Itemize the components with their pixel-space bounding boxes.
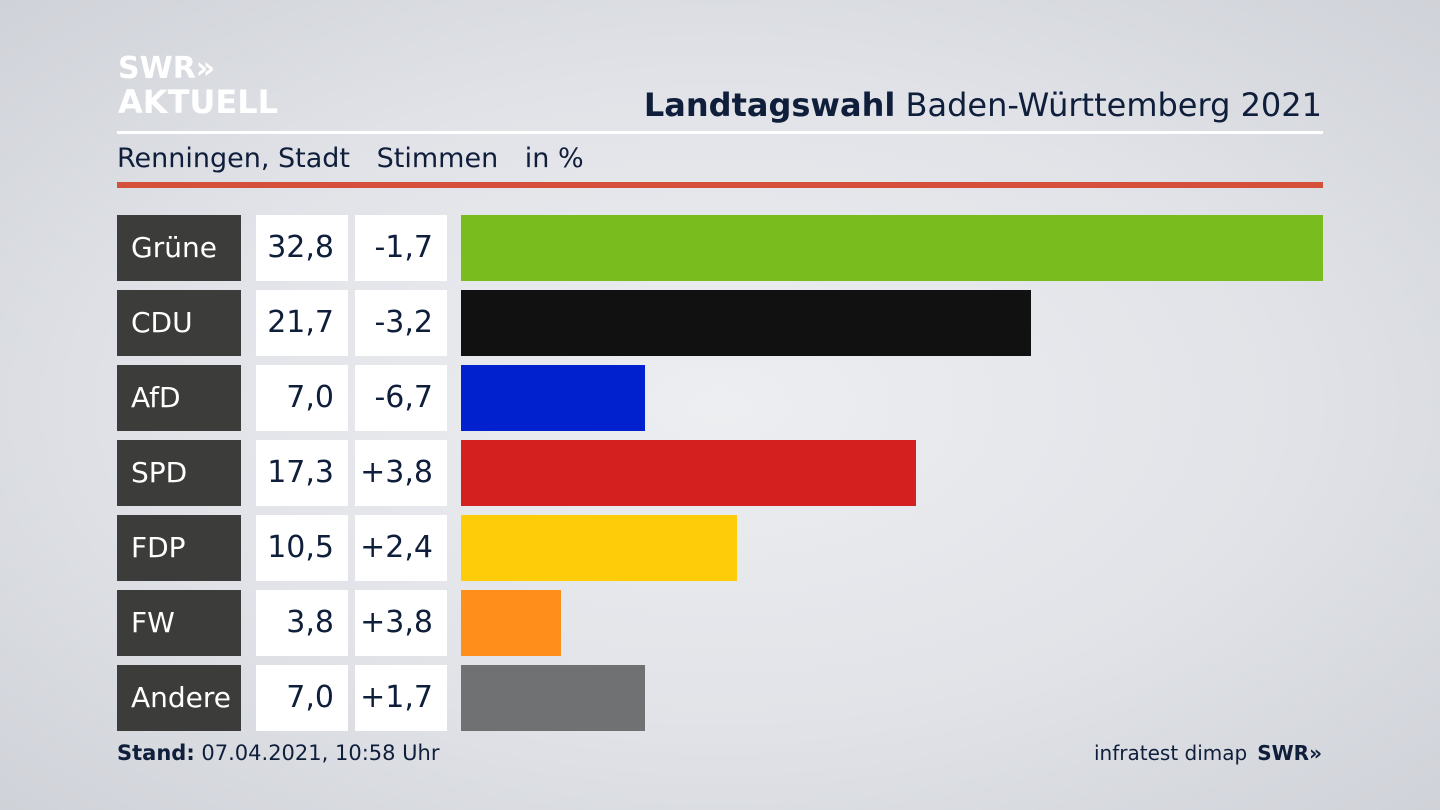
swr-aktuell-logo: SWR» AKTUELL (118, 51, 279, 121)
subheader: Renningen, Stadt Stimmen in % (117, 143, 602, 174)
metric-label: Stimmen (376, 143, 499, 174)
vote-share-value: 7,0 (256, 365, 348, 431)
bar-track (461, 440, 1323, 506)
bar (461, 215, 1323, 281)
chart-row: FDP 10,5 +2,4 (117, 515, 1323, 581)
vote-change-value: +3,8 (355, 590, 447, 656)
title-rest: Baden-Württemberg 2021 (895, 86, 1323, 124)
logo-line-2: AKTUELL (118, 83, 279, 121)
bar-track (461, 365, 1323, 431)
chart-row: FW 3,8 +3,8 (117, 590, 1323, 656)
vote-change-value: -3,2 (355, 290, 447, 356)
chart-row: CDU 21,7 -3,2 (117, 290, 1323, 356)
party-label: SPD (117, 440, 241, 506)
page-title: Landtagswahl Baden-Württemberg 2021 (644, 86, 1322, 124)
chart-row: AfD 7,0 -6,7 (117, 365, 1323, 431)
vote-change-value: -6,7 (355, 365, 447, 431)
vote-share-value: 10,5 (256, 515, 348, 581)
party-label: FDP (117, 515, 241, 581)
bar-track (461, 665, 1323, 731)
header-divider (117, 131, 1323, 134)
logo-line-1: SWR» (118, 51, 216, 86)
stand-label: Stand: (117, 741, 195, 765)
vote-share-value: 21,7 (256, 290, 348, 356)
chart-row: Andere 7,0 +1,7 (117, 665, 1323, 731)
bar (461, 665, 645, 731)
source-label: infratest dimap (1094, 741, 1248, 765)
bar-track (461, 290, 1323, 356)
timestamp: Stand: 07.04.2021, 10:58 Uhr (117, 741, 440, 765)
bar (461, 365, 645, 431)
unit-label: in % (524, 143, 584, 174)
title-bold: Landtagswahl (643, 86, 896, 124)
bar (461, 440, 916, 506)
chart-row: Grüne 32,8 -1,7 (117, 215, 1323, 281)
bar (461, 515, 737, 581)
vote-change-value: -1,7 (355, 215, 447, 281)
stand-value: 07.04.2021, 10:58 Uhr (194, 741, 440, 765)
party-label: AfD (117, 365, 241, 431)
location-label: Renningen, Stadt (117, 143, 351, 174)
bar-track (461, 515, 1323, 581)
party-label: CDU (117, 290, 241, 356)
vote-share-value: 7,0 (256, 665, 348, 731)
accent-divider (117, 182, 1323, 188)
chart-row: SPD 17,3 +3,8 (117, 440, 1323, 506)
bar (461, 590, 561, 656)
bar-track (461, 215, 1323, 281)
bar (461, 290, 1031, 356)
vote-change-value: +3,8 (355, 440, 447, 506)
party-label: Grüne (117, 215, 241, 281)
bar-track (461, 590, 1323, 656)
swr-brand-logo: SWR» (1257, 741, 1322, 765)
vote-share-value: 17,3 (256, 440, 348, 506)
vote-share-value: 3,8 (256, 590, 348, 656)
party-label: Andere (117, 665, 241, 731)
source-credit: infratest dimap SWR» (1094, 741, 1322, 765)
vote-change-value: +1,7 (355, 665, 447, 731)
vote-change-value: +2,4 (355, 515, 447, 581)
party-label: FW (117, 590, 241, 656)
vote-share-value: 32,8 (256, 215, 348, 281)
